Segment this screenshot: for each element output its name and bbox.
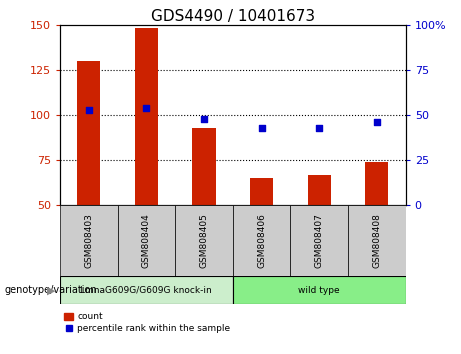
Bar (365, 162, 388, 205)
Text: GSM808404: GSM808404 (142, 213, 151, 268)
Point (258, 125, 266, 131)
Text: ▶: ▶ (47, 285, 55, 295)
Bar (135, 28, 158, 205)
Bar (233, 205, 290, 276)
Text: GSM808407: GSM808407 (315, 213, 324, 268)
Text: GSM808405: GSM808405 (200, 213, 208, 268)
Text: GSM808408: GSM808408 (372, 213, 381, 268)
Text: GSM808403: GSM808403 (84, 213, 93, 268)
Bar (250, 178, 273, 205)
Bar (175, 205, 233, 276)
Bar (60, 205, 118, 276)
Bar (348, 205, 406, 276)
Bar (308, 175, 331, 205)
Text: GSM808406: GSM808406 (257, 213, 266, 268)
Text: LmnaG609G/G609G knock-in: LmnaG609G/G609G knock-in (81, 286, 212, 295)
Point (85, 107, 92, 113)
Text: wild type: wild type (298, 286, 340, 295)
Text: genotype/variation: genotype/variation (5, 285, 97, 295)
Point (200, 116, 207, 121)
Bar (290, 205, 348, 276)
Point (142, 105, 150, 111)
Point (315, 125, 323, 131)
Bar (193, 128, 216, 205)
Legend: count, percentile rank within the sample: count, percentile rank within the sample (65, 313, 230, 333)
Bar (77, 61, 100, 205)
Point (373, 119, 381, 125)
Title: GDS4490 / 10401673: GDS4490 / 10401673 (151, 8, 315, 24)
Bar (60, 276, 233, 304)
Bar (118, 205, 175, 276)
Bar (233, 276, 406, 304)
